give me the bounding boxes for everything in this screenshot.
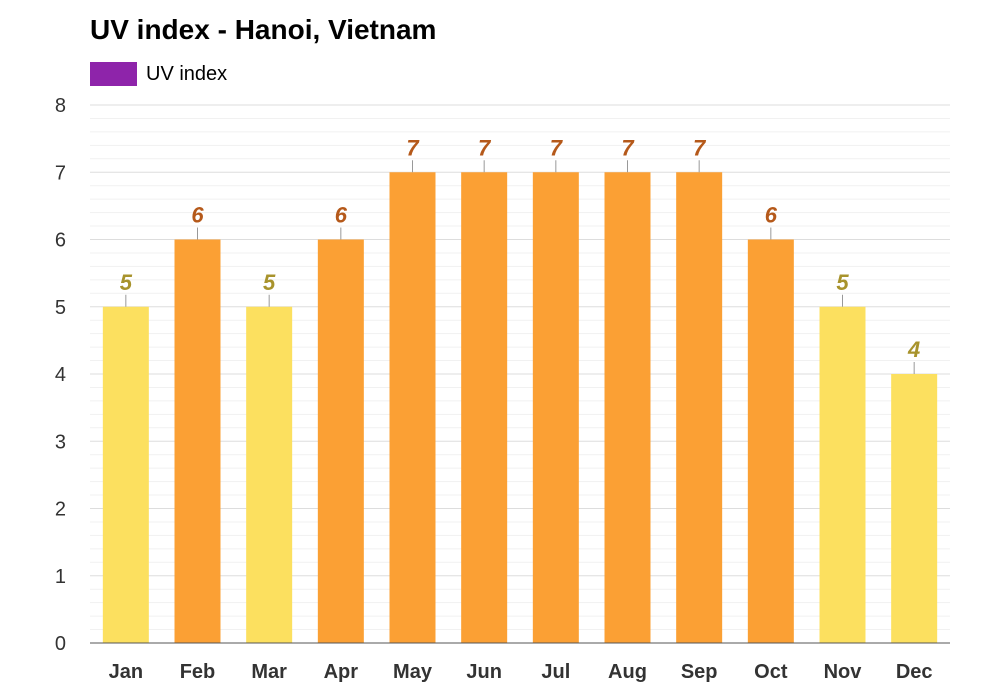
- data-label-apr: 6: [335, 203, 348, 228]
- chart-title: UV index - Hanoi, Vietnam: [90, 14, 437, 45]
- y-tick-label: 3: [55, 431, 66, 453]
- y-tick-label: 8: [55, 95, 66, 117]
- x-tick-label-may: May: [393, 661, 433, 683]
- bar-may: [389, 172, 436, 643]
- data-label-oct: 6: [765, 203, 778, 228]
- legend: UV index: [90, 62, 227, 86]
- grid-lines: [90, 104, 950, 631]
- bars: [102, 172, 938, 643]
- data-label-nov: 5: [836, 270, 849, 295]
- bar-apr: [317, 239, 364, 643]
- data-label-may: 7: [406, 135, 420, 160]
- bar-jul: [532, 172, 579, 643]
- x-tick-label-sep: Sep: [681, 661, 718, 683]
- x-tick-label-mar: Mar: [251, 661, 287, 683]
- x-axis-ticks: Jan Feb Mar Apr May Jun Jul Aug Sep Oct Nov Dec: [109, 661, 933, 683]
- y-tick-label: 7: [55, 162, 66, 184]
- legend-label: UV index: [146, 62, 228, 85]
- data-label-dec: 4: [907, 337, 920, 362]
- x-tick-label-jul: Jul: [541, 661, 570, 683]
- data-labels: 5 6 5 6 7 7 7 7 7 6 5 4: [120, 135, 920, 374]
- bar-jun: [461, 172, 508, 643]
- y-tick-label: 4: [55, 364, 66, 386]
- data-label-jan: 5: [120, 270, 133, 295]
- bar-jan: [102, 306, 149, 643]
- bar-sep: [676, 172, 723, 643]
- x-tick-label-apr: Apr: [324, 661, 359, 683]
- legend-swatch: [90, 62, 137, 86]
- data-label-feb: 6: [191, 203, 204, 228]
- data-label-jul: 7: [550, 135, 564, 160]
- bar-feb: [174, 239, 221, 643]
- x-tick-label-jun: Jun: [466, 661, 502, 683]
- bar-dec: [891, 374, 938, 643]
- x-tick-label-aug: Aug: [608, 661, 647, 683]
- data-label-jun: 7: [478, 135, 492, 160]
- bar-nov: [819, 306, 866, 643]
- bar-mar: [246, 306, 293, 643]
- y-axis-ticks: 0 1 2 3 4 5 6 7 8: [55, 95, 66, 655]
- y-tick-label: 5: [55, 297, 66, 319]
- x-tick-label-jan: Jan: [109, 661, 143, 683]
- bar-aug: [604, 172, 651, 643]
- x-tick-label-feb: Feb: [180, 661, 216, 683]
- y-tick-label: 0: [55, 633, 66, 655]
- x-tick-label-oct: Oct: [754, 661, 788, 683]
- data-label-aug: 7: [621, 135, 635, 160]
- bar-oct: [747, 239, 794, 643]
- data-label-sep: 7: [693, 135, 707, 160]
- x-tick-label-dec: Dec: [896, 661, 933, 683]
- x-tick-label-nov: Nov: [824, 661, 863, 683]
- y-tick-label: 6: [55, 230, 66, 252]
- y-tick-label: 2: [55, 499, 66, 521]
- y-tick-label: 1: [55, 566, 66, 588]
- data-label-mar: 5: [263, 270, 276, 295]
